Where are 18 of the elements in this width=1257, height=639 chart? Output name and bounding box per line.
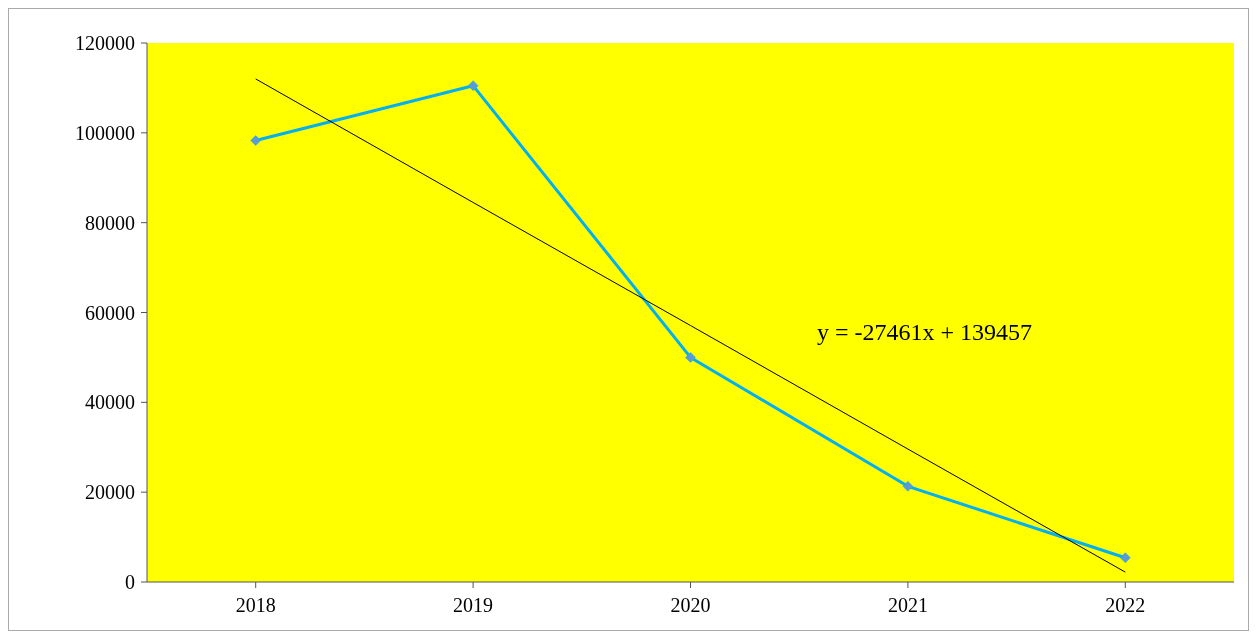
point [467,80,479,91]
y-tick-label: 60000 [85,301,135,324]
y-tick-label: 120000 [75,32,135,55]
annotation: y = -27461x + 139457 [817,319,1033,346]
point [250,135,261,146]
x-tick-label: 2019 [453,594,494,617]
x-tick-label: 2021 [887,594,928,617]
y-tick-label: 40000 [85,391,135,414]
y-tick-label: 80000 [85,211,135,234]
point [685,352,696,363]
point [1120,552,1131,563]
y-tick-label: 20000 [85,481,135,504]
x-tick-label: 2018 [235,594,276,617]
point [902,481,914,492]
x-tick-label: 2022 [1105,594,1146,617]
y-tick-label: 0 [125,571,135,594]
y-tick-label: 100000 [75,121,135,144]
x-tick-label: 2020 [670,594,711,617]
